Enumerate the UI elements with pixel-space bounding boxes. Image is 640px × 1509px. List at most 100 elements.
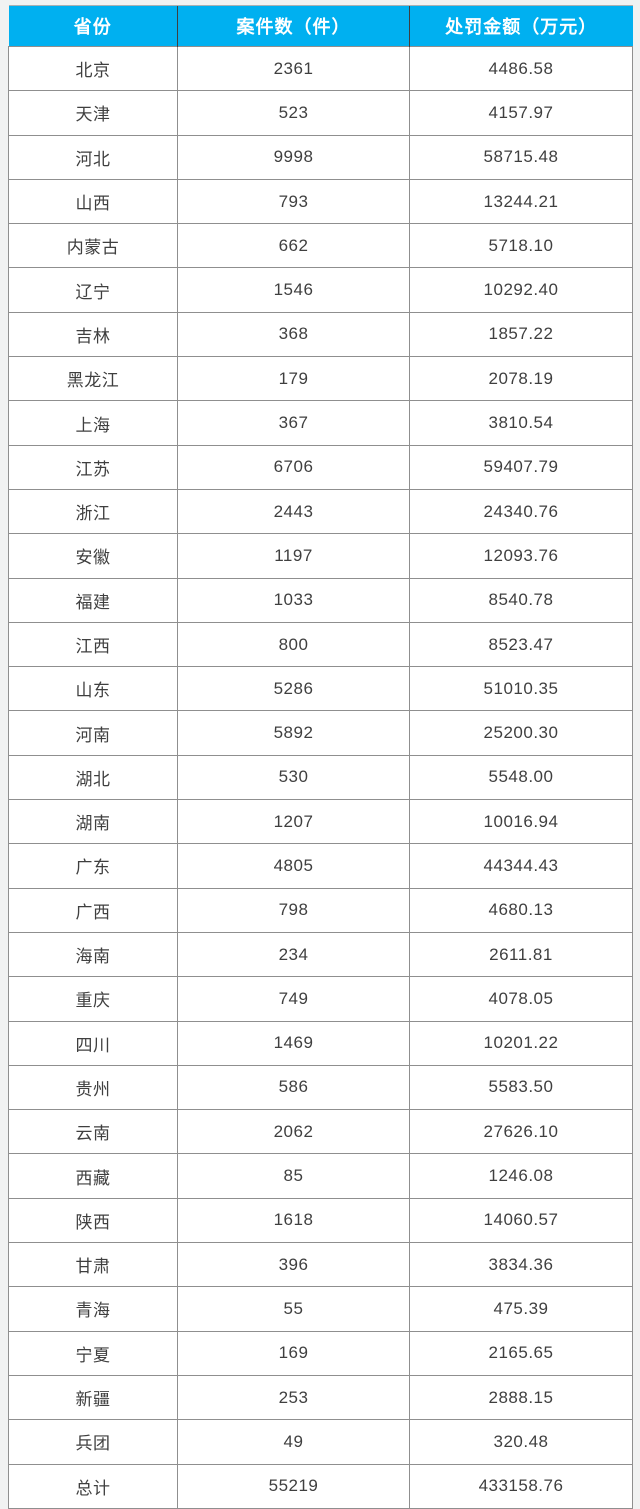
column-header-penalty: 处罚金额（万元） bbox=[409, 5, 633, 47]
penalty-cell: 24340.76 bbox=[409, 488, 633, 535]
province-cell: 天津 bbox=[8, 90, 178, 136]
penalty-cell: 10016.94 bbox=[409, 799, 633, 845]
province-cell: 海南 bbox=[8, 931, 178, 978]
table-row: 四川 1469 10201.22 bbox=[8, 1020, 633, 1066]
table-row: 湖北 530 5548.00 bbox=[8, 754, 633, 801]
cases-cell: 6706 bbox=[177, 444, 410, 490]
penalty-cell: 2888.15 bbox=[409, 1374, 633, 1421]
cases-cell: 49 bbox=[177, 1419, 410, 1465]
table-row: 甘肃 396 3834.36 bbox=[8, 1242, 633, 1288]
penalty-cell: 4157.97 bbox=[409, 90, 633, 136]
province-cell: 江西 bbox=[8, 621, 178, 668]
table-row: 总计 55219 433158.76 bbox=[8, 1463, 633, 1509]
cases-cell: 1618 bbox=[177, 1197, 410, 1244]
penalty-cell: 10292.40 bbox=[409, 267, 633, 313]
table-row: 兵团 49 320.48 bbox=[8, 1419, 633, 1465]
penalty-cell: 1246.08 bbox=[409, 1153, 633, 1199]
table-row: 江苏 6706 59407.79 bbox=[8, 444, 633, 490]
penalty-cell: 1857.22 bbox=[409, 311, 633, 358]
province-cell: 兵团 bbox=[8, 1419, 178, 1465]
penalty-cell: 2078.19 bbox=[409, 356, 633, 402]
province-cell: 青海 bbox=[8, 1286, 178, 1332]
province-cell: 辽宁 bbox=[8, 267, 178, 313]
province-cell: 山西 bbox=[8, 178, 178, 225]
table-row: 福建 1033 8540.78 bbox=[8, 577, 633, 623]
province-cell: 江苏 bbox=[8, 444, 178, 490]
table-row: 贵州 586 5583.50 bbox=[8, 1064, 633, 1111]
cases-cell: 4805 bbox=[177, 843, 410, 889]
table-body: 北京 2361 4486.58 天津 523 4157.97 河北 9998 58715.48 山… bbox=[8, 45, 633, 1509]
province-cell: 湖北 bbox=[8, 754, 178, 801]
cases-cell: 234 bbox=[177, 931, 410, 978]
table-row: 河北 9998 58715.48 bbox=[8, 134, 633, 180]
penalty-cell: 27626.10 bbox=[409, 1109, 633, 1155]
cases-cell: 2443 bbox=[177, 488, 410, 535]
cases-cell: 179 bbox=[177, 356, 410, 402]
cases-cell: 5892 bbox=[177, 710, 410, 756]
penalty-cell: 58715.48 bbox=[409, 134, 633, 180]
penalty-cell: 25200.30 bbox=[409, 710, 633, 756]
penalty-cell: 44344.43 bbox=[409, 843, 633, 889]
penalty-cell: 5718.10 bbox=[409, 223, 633, 269]
penalty-cell: 3834.36 bbox=[409, 1242, 633, 1288]
province-cell: 新疆 bbox=[8, 1374, 178, 1421]
table-row: 天津 523 4157.97 bbox=[8, 90, 633, 136]
cases-cell: 169 bbox=[177, 1330, 410, 1376]
penalty-cell: 51010.35 bbox=[409, 666, 633, 712]
cases-cell: 523 bbox=[177, 90, 410, 136]
province-cell: 安徽 bbox=[8, 533, 178, 579]
penalty-cell: 320.48 bbox=[409, 1419, 633, 1465]
table-row: 广东 4805 44344.43 bbox=[8, 843, 633, 889]
cases-cell: 367 bbox=[177, 400, 410, 446]
table-row: 重庆 749 4078.05 bbox=[8, 976, 633, 1022]
table-row: 内蒙古 662 5718.10 bbox=[8, 223, 633, 269]
province-cell: 吉林 bbox=[8, 311, 178, 358]
cases-cell: 662 bbox=[177, 223, 410, 269]
table-row: 广西 798 4680.13 bbox=[8, 887, 633, 933]
table-row: 吉林 368 1857.22 bbox=[8, 311, 633, 358]
province-cell: 黑龙江 bbox=[8, 356, 178, 402]
table-row: 青海 55 475.39 bbox=[8, 1286, 633, 1332]
table-row: 黑龙江 179 2078.19 bbox=[8, 356, 633, 402]
penalty-cell: 4078.05 bbox=[409, 976, 633, 1022]
table-row: 湖南 1207 10016.94 bbox=[8, 799, 633, 845]
cases-cell: 2062 bbox=[177, 1109, 410, 1155]
cases-cell: 1469 bbox=[177, 1020, 410, 1066]
cases-cell: 9998 bbox=[177, 134, 410, 180]
table-row: 新疆 253 2888.15 bbox=[8, 1374, 633, 1421]
province-cell: 贵州 bbox=[8, 1064, 178, 1111]
province-cell: 湖南 bbox=[8, 799, 178, 845]
table-row: 宁夏 169 2165.65 bbox=[8, 1330, 633, 1376]
province-cell: 浙江 bbox=[8, 488, 178, 535]
penalty-cell: 10201.22 bbox=[409, 1020, 633, 1066]
province-cell: 内蒙古 bbox=[8, 223, 178, 269]
table-row: 安徽 1197 12093.76 bbox=[8, 533, 633, 579]
cases-cell: 1197 bbox=[177, 533, 410, 579]
province-cell: 总计 bbox=[8, 1463, 178, 1509]
table-row: 山东 5286 51010.35 bbox=[8, 666, 633, 712]
penalty-cell: 5583.50 bbox=[409, 1064, 633, 1111]
province-cell: 广西 bbox=[8, 887, 178, 933]
province-cell: 西藏 bbox=[8, 1153, 178, 1199]
penalty-cell: 12093.76 bbox=[409, 533, 633, 579]
column-header-cases: 案件数（件） bbox=[177, 5, 410, 47]
province-cell: 北京 bbox=[8, 45, 178, 92]
cases-cell: 396 bbox=[177, 1242, 410, 1288]
cases-cell: 368 bbox=[177, 311, 410, 358]
table-row: 陕西 1618 14060.57 bbox=[8, 1197, 633, 1244]
cases-cell: 85 bbox=[177, 1153, 410, 1199]
table-row: 河南 5892 25200.30 bbox=[8, 710, 633, 756]
cases-cell: 793 bbox=[177, 178, 410, 225]
penalty-cell: 2165.65 bbox=[409, 1330, 633, 1376]
cases-cell: 798 bbox=[177, 887, 410, 933]
table-row: 浙江 2443 24340.76 bbox=[8, 488, 633, 535]
penalty-cell: 8523.47 bbox=[409, 621, 633, 668]
table-row: 海南 234 2611.81 bbox=[8, 931, 633, 978]
table-row: 山西 793 13244.21 bbox=[8, 178, 633, 225]
table-row: 西藏 85 1246.08 bbox=[8, 1153, 633, 1199]
table-row: 上海 367 3810.54 bbox=[8, 400, 633, 446]
table-header: 省份 案件数（件） 处罚金额（万元） bbox=[8, 5, 633, 47]
province-cell: 云南 bbox=[8, 1109, 178, 1155]
province-cell: 重庆 bbox=[8, 976, 178, 1022]
cases-cell: 253 bbox=[177, 1374, 410, 1421]
